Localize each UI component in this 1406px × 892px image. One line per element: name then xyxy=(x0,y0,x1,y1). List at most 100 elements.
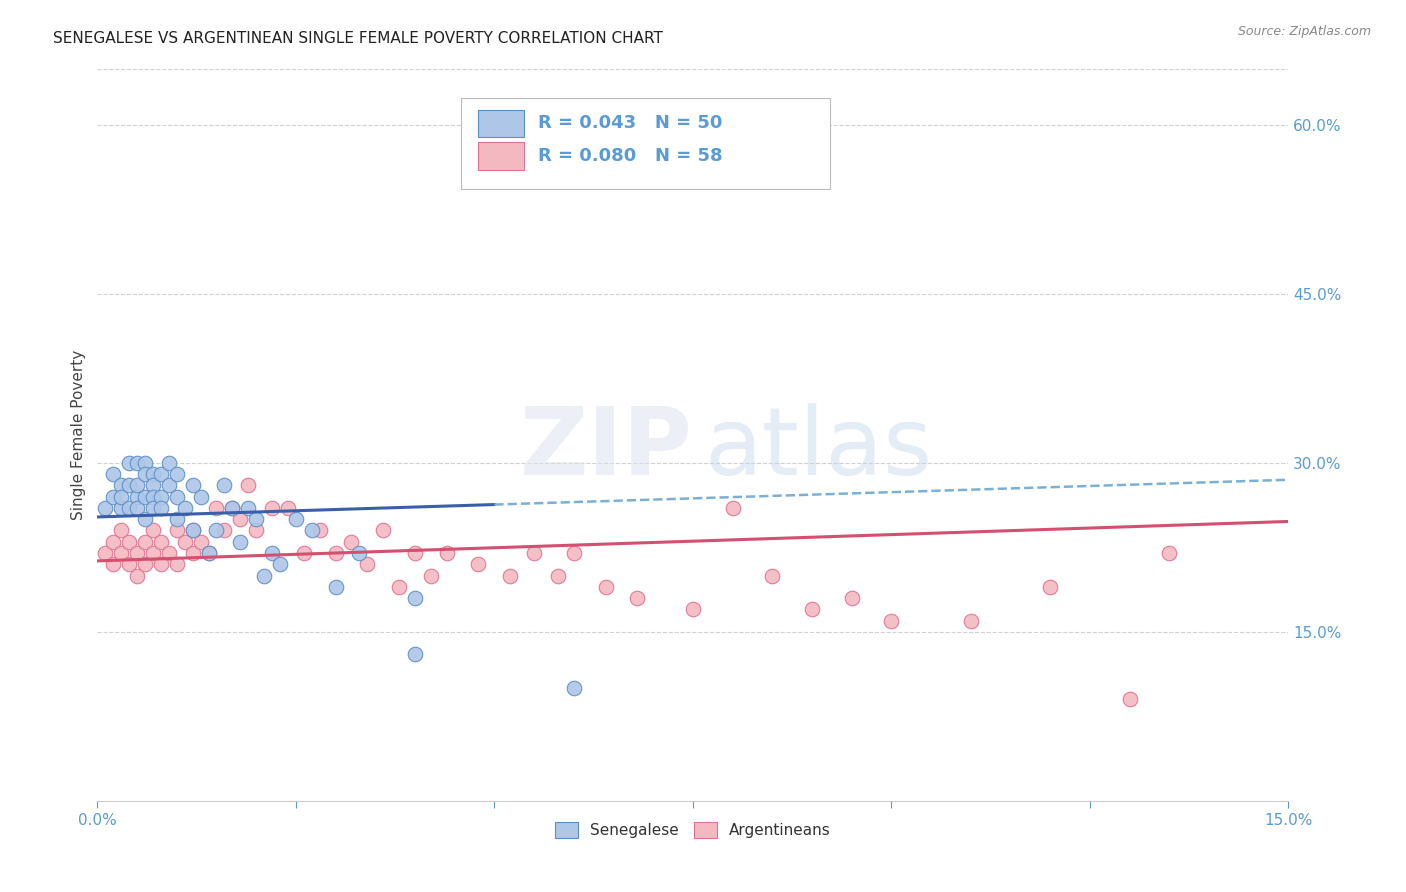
Point xyxy=(181,524,204,538)
Point xyxy=(94,546,117,560)
Point xyxy=(214,524,236,538)
Point xyxy=(157,478,180,492)
Point xyxy=(125,456,148,470)
Point xyxy=(118,558,141,572)
Legend: Senegalese, Argentineans: Senegalese, Argentineans xyxy=(548,816,837,845)
Point xyxy=(134,558,156,572)
Point xyxy=(149,534,172,549)
Point xyxy=(125,546,148,560)
Text: R = 0.080   N = 58: R = 0.080 N = 58 xyxy=(538,147,723,165)
Point xyxy=(110,546,132,560)
Point xyxy=(626,591,648,605)
Point xyxy=(253,568,276,582)
Point xyxy=(801,602,824,616)
Point xyxy=(166,524,188,538)
Point xyxy=(181,546,204,560)
Point xyxy=(205,524,228,538)
Point xyxy=(880,614,903,628)
Point xyxy=(134,534,156,549)
Point xyxy=(110,500,132,515)
Point xyxy=(292,546,315,560)
FancyBboxPatch shape xyxy=(478,110,524,137)
Point xyxy=(142,500,165,515)
Point xyxy=(373,524,395,538)
Point xyxy=(1039,580,1062,594)
Text: ZIP: ZIP xyxy=(520,403,693,495)
Point xyxy=(269,558,291,572)
Point xyxy=(1118,692,1140,706)
Point xyxy=(190,534,212,549)
Point xyxy=(118,500,141,515)
Point xyxy=(419,568,441,582)
Point xyxy=(149,467,172,482)
Point xyxy=(404,648,426,662)
Point xyxy=(277,500,299,515)
Point xyxy=(245,524,267,538)
Point xyxy=(349,546,371,560)
Point xyxy=(238,478,260,492)
Point xyxy=(467,558,489,572)
Point xyxy=(229,512,252,526)
Point xyxy=(547,568,569,582)
Point xyxy=(103,534,125,549)
Point xyxy=(125,568,148,582)
Point xyxy=(959,614,981,628)
Point xyxy=(436,546,458,560)
Point xyxy=(238,500,260,515)
Point xyxy=(356,558,378,572)
Text: Source: ZipAtlas.com: Source: ZipAtlas.com xyxy=(1237,25,1371,38)
Point xyxy=(499,568,522,582)
Point xyxy=(103,490,125,504)
Point xyxy=(325,580,347,594)
Point xyxy=(142,524,165,538)
Point xyxy=(166,512,188,526)
Point xyxy=(562,546,585,560)
Point xyxy=(260,500,283,515)
Point xyxy=(404,546,426,560)
Point xyxy=(142,546,165,560)
Text: atlas: atlas xyxy=(704,403,934,495)
Point xyxy=(214,478,236,492)
Point xyxy=(308,524,330,538)
Point xyxy=(221,500,243,515)
Point xyxy=(229,534,252,549)
Point xyxy=(197,546,219,560)
Point xyxy=(260,546,283,560)
Point xyxy=(103,558,125,572)
Point xyxy=(142,490,165,504)
Point xyxy=(125,500,148,515)
Point xyxy=(110,478,132,492)
Point xyxy=(682,602,704,616)
Point xyxy=(149,490,172,504)
Point xyxy=(245,512,267,526)
Point xyxy=(103,467,125,482)
Point xyxy=(595,580,617,594)
Point xyxy=(284,512,307,526)
Point xyxy=(205,500,228,515)
Point xyxy=(149,500,172,515)
Point xyxy=(388,580,411,594)
Point xyxy=(841,591,863,605)
Y-axis label: Single Female Poverty: Single Female Poverty xyxy=(72,350,86,520)
Point xyxy=(134,490,156,504)
Point xyxy=(166,467,188,482)
Point xyxy=(125,490,148,504)
Point xyxy=(157,456,180,470)
Point xyxy=(134,467,156,482)
Text: R = 0.043   N = 50: R = 0.043 N = 50 xyxy=(538,114,723,132)
Point xyxy=(166,490,188,504)
Point xyxy=(181,524,204,538)
Point xyxy=(523,546,546,560)
Point xyxy=(404,591,426,605)
Point xyxy=(197,546,219,560)
Point xyxy=(301,524,323,538)
Point xyxy=(221,500,243,515)
Point xyxy=(190,490,212,504)
Point xyxy=(166,558,188,572)
Point xyxy=(761,568,783,582)
Point xyxy=(340,534,363,549)
Point xyxy=(173,534,195,549)
Point xyxy=(149,558,172,572)
Point xyxy=(721,500,744,515)
Point xyxy=(157,546,180,560)
